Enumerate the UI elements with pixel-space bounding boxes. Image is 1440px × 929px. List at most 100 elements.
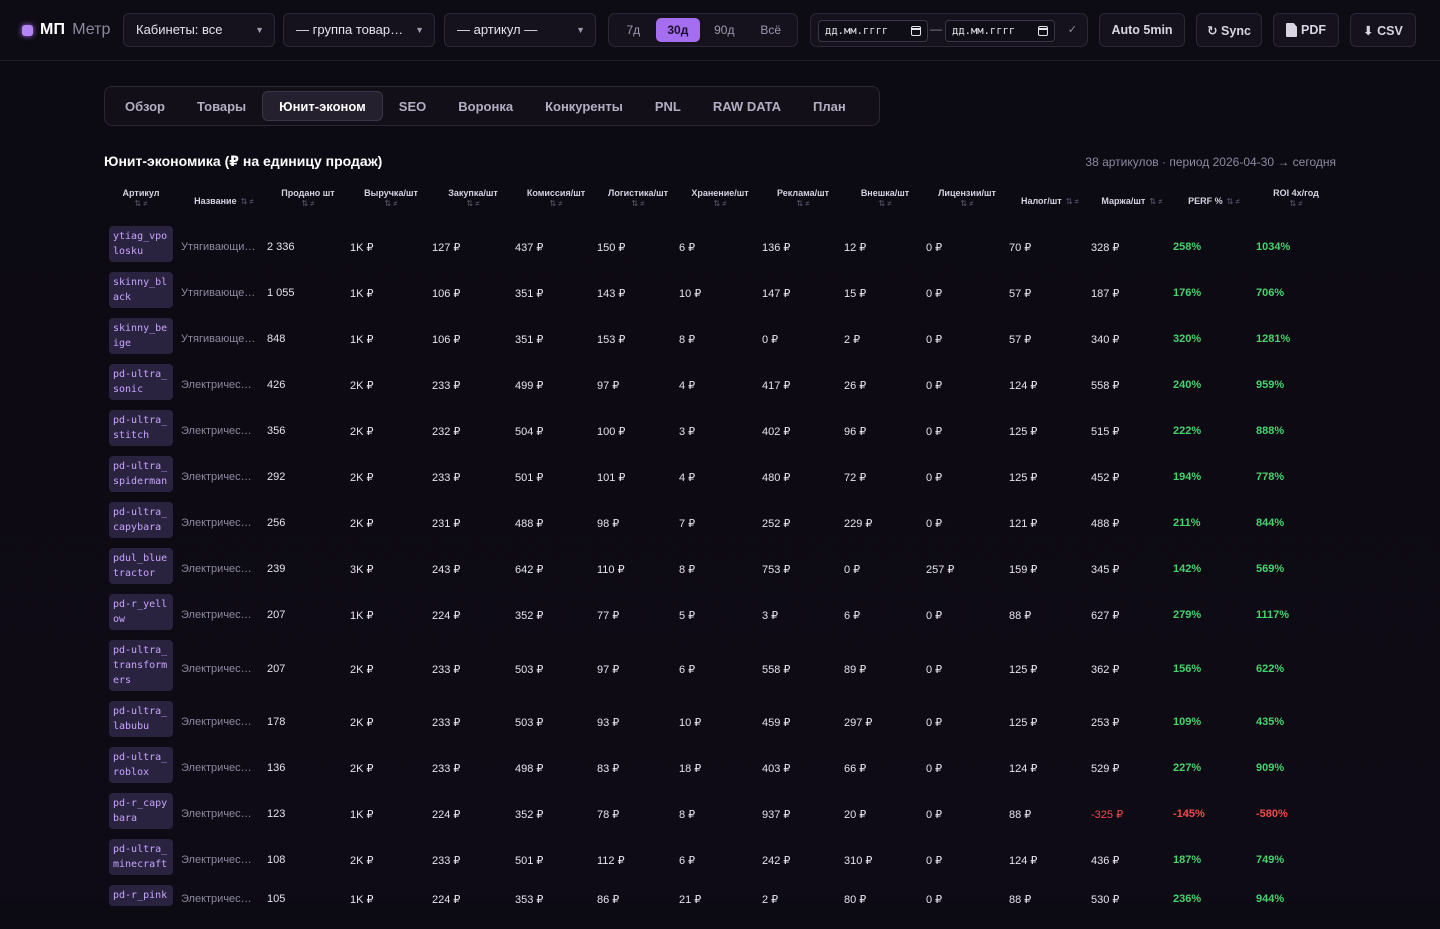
column-header[interactable]: Налог/шт ⇅ ≠ [1009,196,1091,207]
date-to-input[interactable]: дд.мм.гггг [945,20,1055,42]
column-header[interactable]: Артикул ⇅ ≠ [104,188,178,209]
table-row[interactable]: pd-ultra_sonic Электричес… 426 2K ₽ 233 ₽ 499… [104,362,1336,408]
sort-icon[interactable]: ⇅ ≠ [1226,197,1240,206]
auto-refresh-button[interactable]: Auto 5min [1099,13,1185,47]
table-row[interactable]: pd-ultra_transformers Электричес… 207 2K ₽ 2… [104,638,1336,691]
sku-badge[interactable]: pd-ultra_roblox [109,747,173,783]
period-7d-button[interactable]: 7д [626,23,641,37]
tab-unit-economics[interactable]: Юнит-эконом [262,91,383,121]
table-row[interactable]: ytiag_vpolosku Утягивающи… 2 336 1K ₽ 127 ₽ 4… [104,224,1336,270]
sku-badge[interactable]: pd-ultra_labubu [109,701,173,737]
tab-plan[interactable]: План [813,98,846,114]
cell-sold: 256 [267,517,286,529]
tab-raw-data[interactable]: RAW DATA [712,98,781,114]
cell-perf: 236% [1173,893,1202,905]
sort-icon[interactable]: ⇅ ≠ [549,199,563,208]
sort-icon[interactable]: ⇅ ≠ [796,199,810,208]
sku-badge[interactable]: pd-ultra_minecraft [109,839,173,875]
cell-ads: 480 ₽ [762,472,791,484]
table-row[interactable]: pd-ultra_labubu Электричес… 178 2K ₽ 233 ₽ 50… [104,699,1336,745]
tab-funnel[interactable]: Воронка [458,98,514,114]
tab-competitors[interactable]: Конкуренты [545,98,623,114]
calendar-icon[interactable] [911,26,921,36]
sku-badge[interactable]: pd-r_capybara [109,793,173,829]
sku-badge[interactable]: pd-ultra_spiderman [109,456,173,492]
tab-seo[interactable]: SEO [398,98,427,114]
column-header[interactable]: Хранение/шт ⇅ ≠ [679,188,761,209]
table-row[interactable]: pd-ultra_minecraft Электричес… 108 2K ₽ 233 … [104,837,1336,883]
sku-badge[interactable]: pd-ultra_stitch [109,410,173,446]
cell-ext: 66 ₽ [844,763,867,775]
cell-ext: 2 ₽ [844,334,861,346]
table-row[interactable]: pd-ultra_roblox Электричес… 136 2K ₽ 233 ₽ 49… [104,745,1336,791]
table-row[interactable]: pd-ultra_stitch Электричес… 356 2K ₽ 232 ₽ 50… [104,408,1336,454]
column-header[interactable]: Название ⇅ ≠ [181,196,267,207]
pdf-button[interactable]: PDF [1273,13,1339,47]
column-header[interactable]: Закупка/шт ⇅ ≠ [432,188,514,209]
group-select[interactable]: — группа товар… ▼ [283,13,435,47]
sku-badge[interactable]: pd-r_yellow [109,594,173,630]
column-header[interactable]: Реклама/шт ⇅ ≠ [762,188,844,209]
sort-icon[interactable]: ⇅ ≠ [240,197,254,206]
cell-tax: 124 ₽ [1009,855,1038,867]
sort-icon[interactable]: ⇅ ≠ [631,199,645,208]
sort-icon[interactable]: ⇅ ≠ [1065,197,1080,206]
sku-badge[interactable]: skinny_black [109,272,173,308]
sku-badge[interactable]: pd-ultra_transformers [109,640,173,691]
table-row[interactable]: pd-r_yellow Электричес… 207 1K ₽ 224 ₽ 352 ₽ 7… [104,592,1336,638]
table-row[interactable]: skinny_beige Утягивающе… 848 1K ₽ 106 ₽ 351 ₽… [104,316,1336,362]
sku-badge[interactable]: ytiag_vpolosku [109,226,173,262]
sort-icon[interactable]: ⇅ ≠ [134,199,148,208]
sku-badge[interactable]: pd-ultra_sonic [109,364,173,400]
date-range: дд.мм.гггг — дд.мм.гггг ✓ [810,13,1088,47]
period-all-button[interactable]: Всё [760,23,782,37]
sort-icon[interactable]: ⇅ ≠ [960,199,974,208]
column-header[interactable]: Продано шт ⇅ ≠ [267,188,349,209]
cell-comm: 351 ₽ [515,334,544,346]
column-header[interactable]: Комиссия/шт ⇅ ≠ [515,188,597,209]
cell-name: Электричес… [181,517,252,529]
column-header[interactable]: Лицензии/шт ⇅ ≠ [926,188,1008,209]
table-row[interactable]: pd-ultra_capybara Электричес… 256 2K ₽ 231 ₽… [104,500,1336,546]
cell-comm: 437 ₽ [515,242,544,254]
column-header[interactable]: Логистика/шт ⇅ ≠ [597,188,679,209]
column-header[interactable]: Выручка/шт ⇅ ≠ [350,188,432,209]
period-90d-button[interactable]: 90д [714,23,735,37]
period-30d-button[interactable]: 30д [655,18,701,42]
article-select[interactable]: — артикул — ▼ [444,13,596,47]
tab-pnl[interactable]: PNL [654,98,681,114]
csv-button[interactable]: ⬇ CSV [1350,13,1416,47]
calendar-icon[interactable] [1038,26,1048,36]
cell-ads: 417 ₽ [762,380,791,392]
sku-badge[interactable]: pdul_bluetractor [109,548,173,584]
sku-badge[interactable]: pd-r_pink [109,885,173,906]
sort-icon[interactable]: ⇅ ≠ [713,199,727,208]
sort-icon[interactable]: ⇅ ≠ [384,199,398,208]
table-row[interactable]: skinny_black Утягивающе… 1 055 1K ₽ 106 ₽ 351… [104,270,1336,316]
date-from-input[interactable]: дд.мм.гггг [818,20,928,42]
sort-icon[interactable]: ⇅ ≠ [301,199,315,208]
column-header-label: Закупка/шт [448,188,498,198]
sync-button[interactable]: ↻ Sync [1196,13,1262,47]
tab-overview[interactable]: Обзор [125,98,165,114]
apply-date-button[interactable]: ✓ [1067,24,1077,36]
sort-icon[interactable]: ⇅ ≠ [1149,197,1163,206]
sort-icon[interactable]: ⇅ ≠ [878,199,892,208]
column-header[interactable]: Маржа/шт ⇅ ≠ [1091,196,1173,207]
tab-products[interactable]: Товары [197,98,247,114]
table-row[interactable]: pdul_bluetractor Электричес… 239 3K ₽ 243 ₽ 6… [104,546,1336,592]
app-logo[interactable]: МП Метр [22,20,110,40]
sort-icon[interactable]: ⇅ ≠ [466,199,480,208]
table-row[interactable]: pd-r_capybara Электричес… 123 1K ₽ 224 ₽ 352 … [104,791,1336,837]
table-row[interactable]: pd-ultra_spiderman Электричес… 292 2K ₽ 233 … [104,454,1336,500]
sort-icon[interactable]: ⇅ ≠ [1289,199,1303,208]
column-header[interactable]: Внешка/шт ⇅ ≠ [844,188,926,209]
cell-ads: 242 ₽ [762,855,791,867]
sku-badge[interactable]: pd-ultra_capybara [109,502,173,538]
table-row[interactable]: pd-r_pink Электричес… 105 1K ₽224 ₽353 ₽86 … [104,883,1336,929]
column-header-label: Выручка/шт [364,188,418,198]
cabinets-select[interactable]: Кабинеты: все ▼ [123,13,275,47]
column-header[interactable]: PERF % ⇅ ≠ [1173,196,1255,207]
sku-badge[interactable]: skinny_beige [109,318,173,354]
column-header[interactable]: ROI 4x/год ⇅ ≠ [1256,188,1336,209]
